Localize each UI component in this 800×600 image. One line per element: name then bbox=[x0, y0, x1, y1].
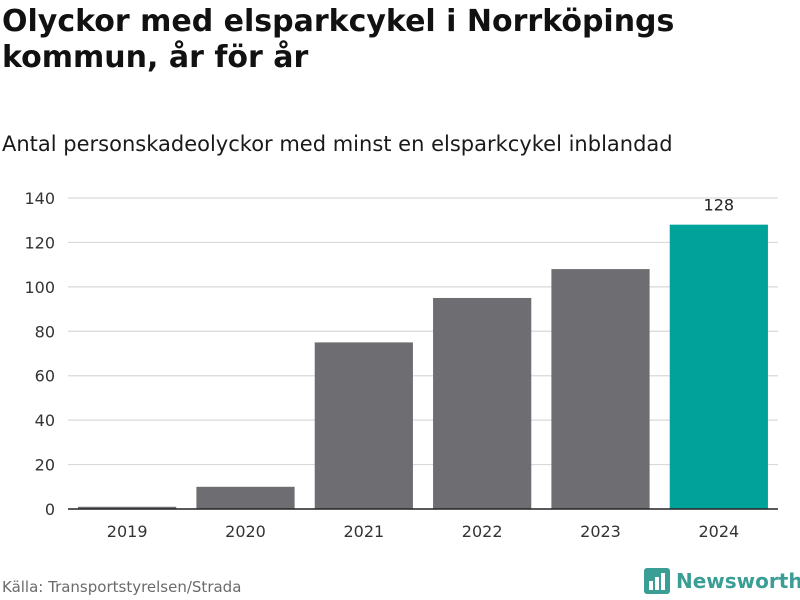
data-label: 128 bbox=[704, 196, 735, 215]
bar-chart: 0 20 40 60 80 100 120 140 2019 2020 2021 2022 2023 20… bbox=[24, 189, 778, 541]
x-tick-label: 2021 bbox=[343, 522, 384, 541]
bar-2024 bbox=[669, 224, 768, 509]
x-tick-label: 2019 bbox=[107, 522, 148, 541]
brand-logo: Newsworthy bbox=[644, 568, 800, 594]
bar-2020 bbox=[196, 486, 295, 509]
x-tick-label: 2023 bbox=[580, 522, 621, 541]
chart-subtitle: Antal personskadeolyckor med minst en el… bbox=[2, 132, 673, 156]
chart-title: Olyckor med elsparkcykel i Norrköpings k… bbox=[2, 4, 675, 75]
y-tick-label: 0 bbox=[45, 500, 55, 519]
x-tick-label: 2024 bbox=[698, 522, 739, 541]
brand-name: Newsworthy bbox=[676, 569, 800, 593]
bar-2021 bbox=[314, 342, 413, 509]
bar-chart-logo-icon bbox=[644, 568, 670, 594]
x-tick-label: 2022 bbox=[462, 522, 503, 541]
y-tick-label: 140 bbox=[24, 189, 55, 208]
y-tick-label: 100 bbox=[24, 278, 55, 297]
y-tick-label: 20 bbox=[35, 456, 55, 475]
source-note: Källa: Transportstyrelsen/Strada bbox=[2, 578, 242, 596]
x-tick-label: 2020 bbox=[225, 522, 266, 541]
y-tick-label: 60 bbox=[35, 367, 55, 386]
y-tick-label: 120 bbox=[24, 233, 55, 252]
y-tick-label: 40 bbox=[35, 411, 55, 430]
y-tick-label: 80 bbox=[35, 322, 55, 341]
bar-2019 bbox=[78, 506, 177, 509]
bar-2023 bbox=[551, 269, 650, 509]
bar-2022 bbox=[433, 297, 532, 509]
